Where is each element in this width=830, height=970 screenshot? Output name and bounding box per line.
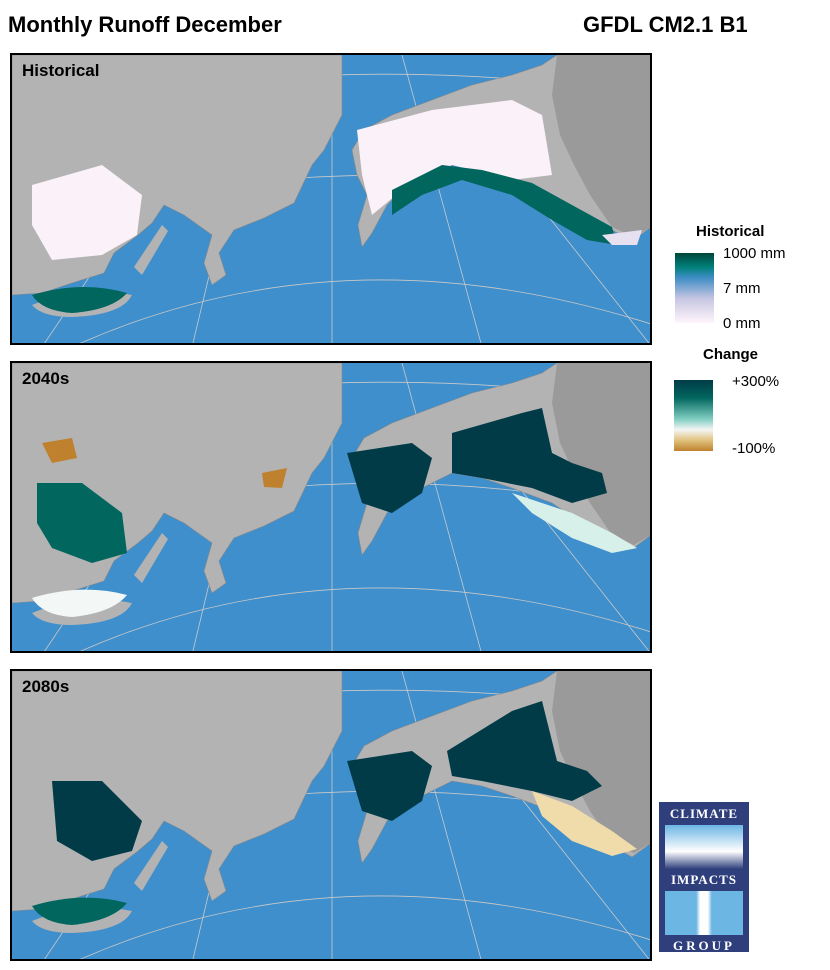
map-title: Monthly Runoff December <box>8 12 282 37</box>
map-panel-2040s: 2040s <box>10 361 652 653</box>
legend-tick-7: 7 mm <box>723 280 761 297</box>
panel-label: 2080s <box>22 677 70 696</box>
legend-change-title: Change <box>703 346 759 363</box>
legend-historical-title: Historical <box>696 223 765 240</box>
legend-tick-plus300: +300% <box>732 373 780 390</box>
map-2080s <box>12 671 650 959</box>
panel-label: Historical <box>22 61 100 80</box>
legend-tick-1000: 1000 mm <box>723 245 786 262</box>
climate-impacts-group-logo: CLIMATE IMPACTS GROUP <box>659 802 749 953</box>
panel-label: 2040s <box>22 369 70 388</box>
map-panel-2080s: 2080s <box>10 669 652 961</box>
legend-tick-0: 0 mm <box>723 315 761 332</box>
legend-change-colorbar <box>674 380 713 451</box>
map-historical <box>12 55 650 343</box>
map-2040s <box>12 363 650 651</box>
map-panel-historical: Historical <box>10 53 652 345</box>
model-label: GFDL CM2.1 B1 <box>583 12 748 37</box>
legend-historical-colorbar <box>675 253 714 323</box>
legend-tick-minus100: -100% <box>732 440 776 457</box>
